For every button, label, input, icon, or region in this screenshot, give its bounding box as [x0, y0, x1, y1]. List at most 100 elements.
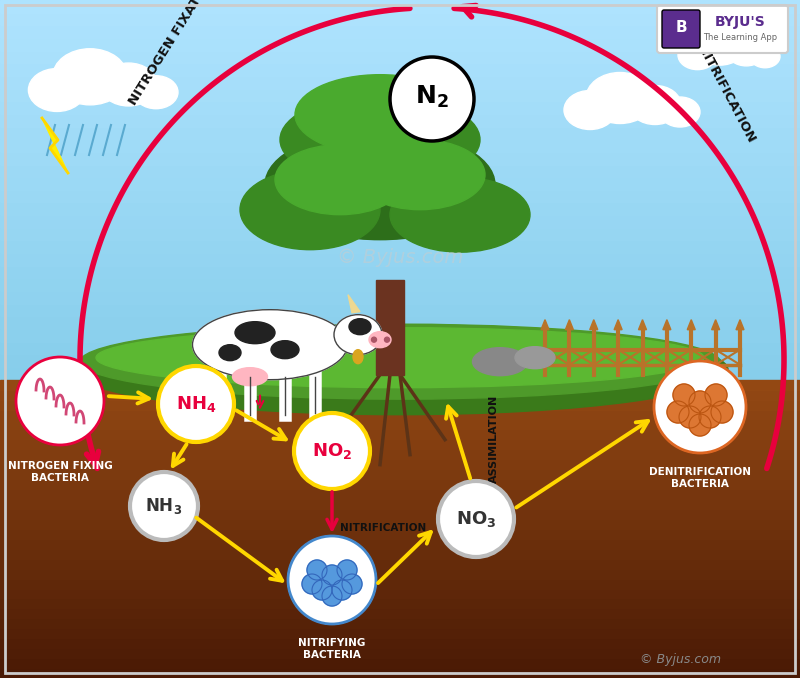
Bar — [0, 519, 800, 529]
Circle shape — [679, 406, 701, 428]
Ellipse shape — [240, 170, 380, 250]
Ellipse shape — [473, 348, 527, 376]
Bar — [0, 420, 800, 429]
Bar — [0, 253, 800, 266]
Circle shape — [158, 366, 234, 442]
Text: $\mathbf{NO_2}$: $\mathbf{NO_2}$ — [312, 441, 352, 461]
Circle shape — [390, 57, 474, 141]
Ellipse shape — [564, 90, 616, 129]
Ellipse shape — [390, 177, 530, 252]
Bar — [0, 529, 800, 539]
Bar — [0, 380, 800, 390]
Bar — [0, 114, 800, 127]
Polygon shape — [614, 320, 622, 330]
Bar — [0, 317, 800, 329]
Ellipse shape — [355, 140, 485, 210]
Text: © Byjus.com: © Byjus.com — [337, 248, 463, 267]
Ellipse shape — [235, 321, 275, 344]
Text: DENITRIFICATION
BACTERIA: DENITRIFICATION BACTERIA — [649, 467, 751, 489]
Bar — [0, 499, 800, 509]
Bar — [0, 578, 800, 589]
Text: B: B — [675, 20, 687, 35]
Ellipse shape — [96, 327, 704, 388]
Bar — [0, 139, 800, 152]
Bar — [0, 367, 800, 380]
Polygon shape — [590, 320, 598, 330]
Bar — [0, 241, 800, 253]
Text: NITRIFICATION: NITRIFICATION — [340, 523, 426, 533]
Bar — [0, 608, 800, 618]
Bar — [0, 101, 800, 114]
Ellipse shape — [750, 45, 780, 68]
Text: The Learning App: The Learning App — [703, 33, 777, 43]
Text: $\mathbf{NO_3}$: $\mathbf{NO_3}$ — [456, 509, 496, 529]
Circle shape — [711, 401, 733, 423]
Circle shape — [371, 337, 377, 342]
Polygon shape — [42, 118, 68, 173]
Circle shape — [312, 580, 332, 600]
Circle shape — [689, 391, 711, 413]
Ellipse shape — [295, 75, 465, 155]
Ellipse shape — [134, 76, 178, 108]
Circle shape — [307, 560, 327, 580]
Bar — [0, 589, 800, 599]
Ellipse shape — [660, 97, 700, 127]
Ellipse shape — [515, 346, 555, 369]
Polygon shape — [663, 320, 671, 330]
Bar — [0, 450, 800, 459]
Text: $\mathbf{NH_3}$: $\mathbf{NH_3}$ — [146, 496, 182, 516]
Ellipse shape — [353, 350, 363, 363]
Text: NITRIFYING
BACTERIA: NITRIFYING BACTERIA — [298, 638, 366, 660]
Bar — [0, 190, 800, 203]
Polygon shape — [687, 320, 695, 330]
Circle shape — [699, 406, 721, 428]
Bar — [0, 152, 800, 165]
Bar — [0, 658, 800, 668]
Bar — [0, 648, 800, 658]
Bar — [0, 76, 800, 89]
Circle shape — [342, 574, 362, 594]
Circle shape — [302, 574, 322, 594]
Polygon shape — [566, 320, 574, 330]
Ellipse shape — [193, 310, 347, 380]
Ellipse shape — [80, 324, 720, 399]
Circle shape — [288, 536, 376, 624]
Bar — [0, 459, 800, 469]
Polygon shape — [541, 320, 549, 330]
Bar — [0, 177, 800, 190]
Ellipse shape — [100, 63, 157, 106]
Polygon shape — [638, 320, 646, 330]
Circle shape — [385, 337, 390, 342]
Bar — [0, 266, 800, 279]
Bar — [0, 399, 800, 410]
Ellipse shape — [219, 344, 241, 361]
Bar — [0, 599, 800, 608]
Bar — [0, 439, 800, 450]
Bar — [376, 280, 404, 375]
Ellipse shape — [678, 41, 717, 70]
Ellipse shape — [629, 85, 681, 125]
Bar — [0, 355, 800, 367]
Bar — [0, 279, 800, 291]
Text: DENITRIFICATION: DENITRIFICATION — [686, 25, 758, 146]
Circle shape — [673, 384, 695, 406]
Bar — [0, 215, 800, 228]
Ellipse shape — [349, 319, 371, 335]
FancyBboxPatch shape — [662, 10, 700, 48]
Ellipse shape — [334, 315, 382, 355]
Ellipse shape — [72, 325, 728, 415]
Bar — [0, 329, 800, 342]
Bar — [0, 25, 800, 38]
Circle shape — [322, 586, 342, 606]
Text: NITROGEN FIXING
BACTERIA: NITROGEN FIXING BACTERIA — [8, 461, 112, 483]
Ellipse shape — [726, 37, 766, 66]
Text: $\mathbf{NH_4}$: $\mathbf{NH_4}$ — [176, 394, 216, 414]
Bar — [0, 410, 800, 420]
Text: ASSIMILATION: ASSIMILATION — [489, 395, 499, 483]
Bar — [0, 429, 800, 439]
Ellipse shape — [280, 95, 480, 184]
Bar — [0, 51, 800, 63]
Circle shape — [332, 580, 352, 600]
Bar — [0, 13, 800, 25]
Circle shape — [337, 560, 357, 580]
